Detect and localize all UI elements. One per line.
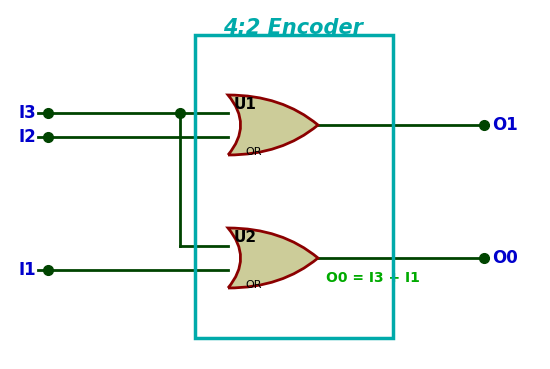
PathPatch shape xyxy=(228,95,318,155)
Text: U2: U2 xyxy=(234,230,257,245)
Text: U1: U1 xyxy=(234,97,257,112)
Text: I2: I2 xyxy=(18,128,36,146)
Text: OR: OR xyxy=(245,147,261,157)
Bar xyxy=(195,35,393,338)
Text: O0: O0 xyxy=(492,249,518,267)
PathPatch shape xyxy=(228,228,318,288)
Text: O0 = I3 + I1: O0 = I3 + I1 xyxy=(326,271,420,285)
Text: OR: OR xyxy=(245,280,261,290)
Text: I3: I3 xyxy=(18,104,36,122)
Text: O1: O1 xyxy=(492,116,518,134)
Text: I1: I1 xyxy=(18,261,36,279)
Text: 4:2 Encoder: 4:2 Encoder xyxy=(223,18,363,38)
